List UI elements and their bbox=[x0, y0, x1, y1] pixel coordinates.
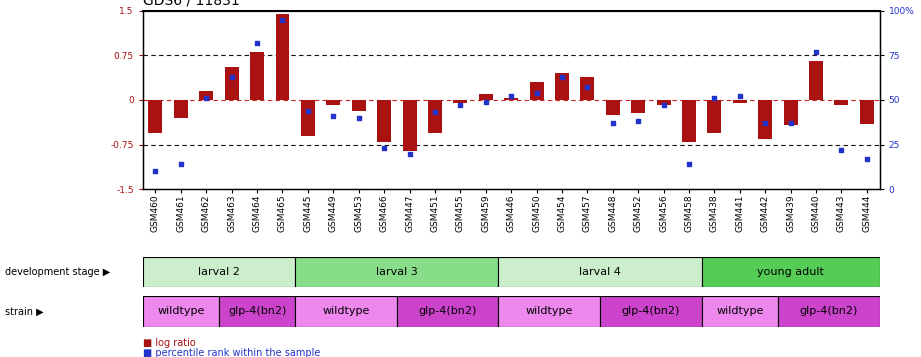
Point bbox=[478, 99, 493, 105]
Text: larval 3: larval 3 bbox=[376, 267, 418, 277]
Bar bbox=[784, 100, 798, 125]
Point bbox=[199, 95, 214, 101]
Bar bbox=[733, 100, 747, 103]
Text: larval 2: larval 2 bbox=[198, 267, 239, 277]
Text: glp-4(bn2): glp-4(bn2) bbox=[622, 306, 680, 317]
Bar bbox=[428, 100, 442, 133]
Text: glp-4(bn2): glp-4(bn2) bbox=[227, 306, 286, 317]
Bar bbox=[199, 91, 214, 100]
Text: glp-4(bn2): glp-4(bn2) bbox=[418, 306, 477, 317]
Point bbox=[377, 145, 391, 151]
Bar bbox=[860, 100, 874, 124]
Point bbox=[809, 49, 823, 55]
Bar bbox=[498, 257, 702, 287]
Point bbox=[402, 151, 417, 156]
Bar bbox=[397, 296, 498, 327]
Bar bbox=[143, 296, 219, 327]
Point bbox=[783, 120, 798, 126]
Bar bbox=[377, 100, 391, 142]
Bar bbox=[326, 100, 340, 105]
Point bbox=[707, 95, 722, 101]
Point bbox=[554, 74, 569, 80]
Point bbox=[250, 40, 264, 46]
Point bbox=[173, 161, 188, 167]
Bar bbox=[479, 94, 493, 100]
Text: wildtype: wildtype bbox=[526, 306, 573, 317]
Point bbox=[580, 85, 595, 90]
Bar bbox=[682, 100, 696, 142]
Bar bbox=[580, 77, 594, 100]
Point bbox=[427, 110, 442, 115]
Text: glp-4(bn2): glp-4(bn2) bbox=[799, 306, 858, 317]
Bar bbox=[702, 296, 778, 327]
Bar bbox=[143, 257, 296, 287]
Point bbox=[504, 94, 519, 99]
Point bbox=[225, 74, 239, 80]
Point bbox=[530, 90, 544, 96]
Bar bbox=[402, 100, 416, 151]
Text: ■ percentile rank within the sample: ■ percentile rank within the sample bbox=[143, 348, 321, 357]
Bar bbox=[758, 100, 772, 139]
Point bbox=[453, 102, 468, 108]
Bar bbox=[498, 296, 600, 327]
Bar bbox=[555, 73, 569, 100]
Text: larval 4: larval 4 bbox=[579, 267, 621, 277]
Bar bbox=[174, 100, 188, 118]
Point bbox=[758, 120, 773, 126]
Bar bbox=[504, 97, 519, 100]
Point bbox=[657, 102, 671, 108]
Bar bbox=[275, 14, 289, 100]
Text: wildtype: wildtype bbox=[717, 306, 764, 317]
Point bbox=[859, 156, 874, 162]
Bar bbox=[657, 100, 670, 105]
Bar bbox=[809, 61, 823, 100]
Point bbox=[682, 161, 696, 167]
Bar bbox=[702, 257, 880, 287]
Point bbox=[605, 120, 620, 126]
Point bbox=[300, 108, 315, 114]
Text: development stage ▶: development stage ▶ bbox=[5, 267, 110, 277]
Text: ■ log ratio: ■ log ratio bbox=[143, 338, 195, 348]
Bar bbox=[530, 82, 543, 100]
Bar bbox=[834, 100, 848, 105]
Point bbox=[351, 115, 366, 121]
Point bbox=[631, 119, 646, 124]
Point bbox=[732, 94, 747, 99]
Bar bbox=[301, 100, 315, 136]
Bar bbox=[600, 296, 702, 327]
Bar bbox=[296, 296, 397, 327]
Bar bbox=[778, 296, 880, 327]
Text: GDS6 / 11831: GDS6 / 11831 bbox=[143, 0, 239, 7]
Bar bbox=[219, 296, 296, 327]
Text: strain ▶: strain ▶ bbox=[5, 306, 43, 317]
Text: wildtype: wildtype bbox=[157, 306, 204, 317]
Point bbox=[834, 147, 849, 153]
Text: wildtype: wildtype bbox=[322, 306, 369, 317]
Bar bbox=[251, 52, 264, 100]
Bar bbox=[225, 67, 239, 100]
Bar bbox=[606, 100, 620, 115]
Bar bbox=[707, 100, 721, 133]
Bar bbox=[296, 257, 498, 287]
Bar bbox=[148, 100, 162, 133]
Point bbox=[275, 17, 290, 22]
Bar bbox=[352, 100, 366, 111]
Bar bbox=[631, 100, 646, 113]
Point bbox=[326, 113, 341, 119]
Text: young adult: young adult bbox=[757, 267, 824, 277]
Point bbox=[148, 169, 163, 174]
Bar bbox=[453, 100, 467, 103]
